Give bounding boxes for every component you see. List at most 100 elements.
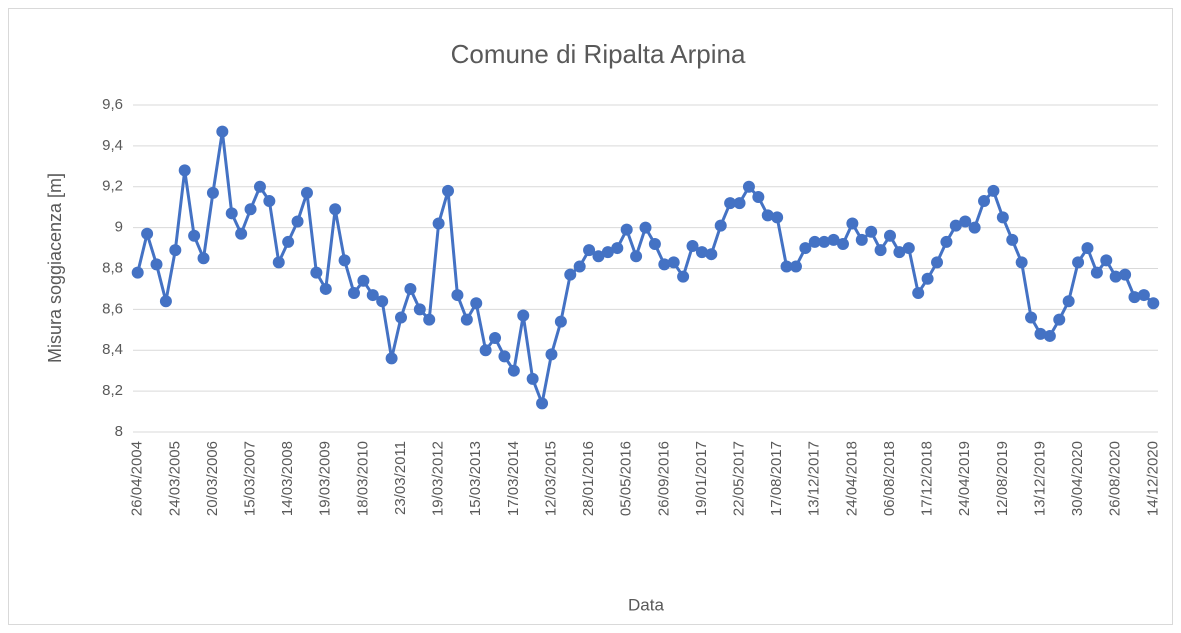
- x-axis-label: Data: [628, 595, 664, 614]
- data-point: [996, 211, 1009, 224]
- y-tick-label: 9,2: [102, 178, 123, 195]
- data-point: [874, 244, 887, 257]
- data-point: [517, 309, 530, 322]
- data-point: [639, 221, 652, 234]
- data-point: [893, 246, 906, 259]
- data-point: [357, 274, 370, 287]
- data-point: [705, 248, 718, 261]
- x-tick-label: 17/03/2014: [505, 441, 522, 516]
- data-point: [206, 186, 219, 199]
- data-point: [423, 313, 436, 326]
- x-tick-label: 15/03/2007: [242, 441, 259, 516]
- data-point: [319, 282, 332, 295]
- data-point: [780, 260, 793, 273]
- data-point: [150, 258, 163, 271]
- y-axis-label: Misura soggiacenza [m]: [45, 173, 65, 363]
- data-point: [677, 270, 690, 283]
- data-point: [902, 242, 915, 255]
- data-point: [1119, 268, 1132, 281]
- data-point: [272, 256, 285, 269]
- data-point: [978, 195, 991, 208]
- data-point: [554, 315, 567, 328]
- data-point: [630, 250, 643, 263]
- x-tick-label: 17/12/2018: [919, 441, 936, 516]
- x-tick-label: 13/12/2017: [806, 441, 823, 516]
- data-point: [987, 184, 1000, 197]
- data-point: [244, 203, 257, 216]
- chart-title: Comune di Ripalta Arpina: [451, 39, 746, 69]
- data-point: [949, 219, 962, 232]
- data-point: [178, 164, 191, 177]
- data-point: [733, 197, 746, 210]
- data-point: [686, 240, 699, 253]
- data-point: [1062, 295, 1075, 308]
- x-tick-label: 19/03/2009: [317, 441, 334, 516]
- y-tick-label: 8,6: [102, 300, 123, 317]
- data-point: [799, 242, 812, 255]
- data-point: [658, 258, 671, 271]
- data-point: [1100, 254, 1113, 267]
- data-point: [620, 223, 633, 236]
- data-point: [310, 266, 323, 279]
- data-point: [489, 331, 502, 344]
- x-tick-label: 24/04/2018: [843, 441, 860, 516]
- x-tick-label: 14/12/2020: [1144, 441, 1161, 516]
- data-point: [159, 295, 172, 308]
- x-tick-label: 24/03/2005: [166, 441, 183, 516]
- x-tick-label: 12/08/2019: [994, 441, 1011, 516]
- data-point: [583, 244, 596, 257]
- data-point: [366, 289, 379, 302]
- y-tick-label: 9: [115, 219, 123, 236]
- data-point: [376, 295, 389, 308]
- data-point: [1015, 256, 1028, 269]
- data-point: [592, 250, 605, 263]
- data-point: [451, 289, 464, 302]
- data-point: [827, 233, 840, 246]
- data-point: [1081, 242, 1094, 255]
- x-tick-label: 18/03/2010: [354, 441, 371, 516]
- x-tick-label: 12/03/2015: [542, 441, 559, 516]
- x-tick-label: 13/12/2019: [1031, 441, 1048, 516]
- data-point: [846, 217, 859, 230]
- data-point: [667, 256, 680, 269]
- x-tick-label: 19/01/2017: [693, 441, 710, 516]
- data-point: [131, 266, 144, 279]
- x-tick-label: 26/04/2004: [129, 441, 146, 516]
- y-tick-label: 8,8: [102, 259, 123, 276]
- data-point: [188, 229, 201, 242]
- data-point: [695, 246, 708, 259]
- data-point: [235, 227, 248, 240]
- data-point: [253, 180, 266, 193]
- data-point: [1025, 311, 1038, 324]
- data-point: [536, 397, 549, 410]
- data-point: [724, 197, 737, 210]
- data-point: [347, 287, 360, 300]
- x-tick-label: 14/03/2008: [279, 441, 296, 516]
- data-point: [1006, 233, 1019, 246]
- data-point: [479, 344, 492, 357]
- data-point: [611, 242, 624, 255]
- data-point: [413, 303, 426, 316]
- data-point: [883, 229, 896, 242]
- x-tick-label: 28/01/2016: [580, 441, 597, 516]
- data-point: [865, 225, 878, 238]
- data-point: [714, 219, 727, 232]
- data-point: [526, 372, 539, 385]
- data-point: [329, 203, 342, 216]
- data-point: [338, 254, 351, 267]
- data-point: [959, 215, 972, 228]
- y-tick-label: 8,2: [102, 382, 123, 399]
- x-tick-label: 19/03/2012: [430, 441, 447, 516]
- chart-frame: [8, 8, 1173, 625]
- data-point: [940, 235, 953, 248]
- data-point: [225, 207, 238, 220]
- data-point: [789, 260, 802, 273]
- y-tick-label: 8: [115, 423, 123, 440]
- data-point: [1147, 297, 1160, 310]
- data-point: [460, 313, 473, 326]
- data-point: [216, 125, 229, 138]
- data-point: [1043, 329, 1056, 342]
- data-point: [921, 272, 934, 285]
- data-point: [761, 209, 774, 222]
- data-point: [291, 215, 304, 228]
